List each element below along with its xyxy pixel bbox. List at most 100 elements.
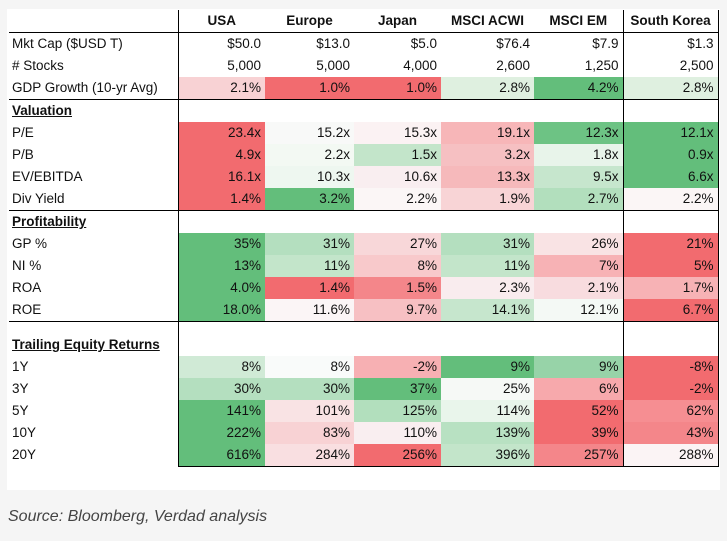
value-cell: 2,600 bbox=[441, 55, 534, 77]
value-cell: $1.3 bbox=[622, 32, 719, 55]
column-header: MSCI EM bbox=[534, 10, 623, 33]
equity-comparison-table: USA Europe Japan MSCI ACWI MSCI EM South Kore… bbox=[9, 10, 719, 467]
value-cell: 8% bbox=[354, 255, 441, 277]
value-cell: 6% bbox=[534, 378, 623, 400]
empty-cell bbox=[265, 99, 354, 122]
row-label: P/E bbox=[12, 125, 34, 140]
value-cell: 4,000 bbox=[354, 55, 441, 77]
source-note: Source: Bloomberg, Verdad analysis bbox=[8, 508, 268, 525]
value-cell: 396% bbox=[441, 444, 534, 467]
value-cell: 35% bbox=[177, 233, 265, 255]
value-cell: 1.5% bbox=[354, 277, 441, 299]
value-cell: 15.2x bbox=[265, 122, 354, 144]
table-row: 20Y 616% 284% 256% 396% 257% 288% bbox=[9, 444, 719, 467]
value-cell: 8% bbox=[265, 356, 354, 378]
empty-cell bbox=[354, 334, 441, 356]
empty-cell bbox=[265, 321, 354, 334]
table-row: P/E 23.4x 15.2x 15.3x 19.1x 12.3x 12.1x bbox=[9, 122, 719, 144]
value-cell: 7% bbox=[534, 255, 623, 277]
value-cell: 2.3% bbox=[441, 277, 534, 299]
empty-cell bbox=[354, 321, 441, 334]
row-label: 3Y bbox=[12, 381, 29, 396]
value-cell: 26% bbox=[534, 233, 623, 255]
empty-cell bbox=[534, 334, 623, 356]
value-cell: 1.7% bbox=[622, 277, 719, 299]
value-cell: 616% bbox=[177, 444, 265, 467]
section-title: Valuation bbox=[9, 99, 178, 122]
value-cell: 39% bbox=[534, 422, 623, 444]
value-cell: 101% bbox=[265, 400, 354, 422]
row-label: 20Y bbox=[12, 447, 37, 463]
value-cell: 12.3x bbox=[534, 122, 623, 144]
value-cell: -2% bbox=[354, 356, 441, 378]
empty-cell bbox=[622, 334, 719, 356]
value-cell: 11% bbox=[441, 255, 534, 277]
header-blank bbox=[9, 10, 178, 33]
value-cell: 10.3x bbox=[265, 166, 354, 188]
empty-cell bbox=[177, 210, 265, 233]
empty-cell bbox=[534, 99, 623, 122]
empty-cell bbox=[177, 99, 265, 122]
value-cell: 5,000 bbox=[265, 55, 354, 77]
section-title: Trailing Equity Returns bbox=[12, 337, 160, 352]
row-label: Mkt Cap ($USD T) bbox=[12, 36, 123, 51]
row-label: ROA bbox=[12, 280, 42, 295]
value-cell: 9% bbox=[441, 356, 534, 378]
table-row: ROA 4.0% 1.4% 1.5% 2.3% 2.1% 1.7% bbox=[9, 277, 719, 299]
value-cell: 141% bbox=[177, 400, 265, 422]
value-cell: 11.6% bbox=[265, 299, 354, 322]
value-cell: 2.1% bbox=[534, 277, 623, 299]
column-header: South Korea bbox=[622, 10, 719, 33]
value-cell: 222% bbox=[177, 422, 265, 444]
value-cell: 21% bbox=[622, 233, 719, 255]
table-row: GDP Growth (10-yr Avg) 2.1% 1.0% 1.0% 2.8% 4.… bbox=[9, 77, 719, 100]
value-cell: 13% bbox=[177, 255, 265, 277]
row-label: GDP Growth (10-yr Avg) bbox=[12, 80, 158, 95]
value-cell: 52% bbox=[534, 400, 623, 422]
value-cell: 2.2% bbox=[622, 188, 719, 211]
value-cell: 25% bbox=[441, 378, 534, 400]
section-header-row: Profitability bbox=[9, 210, 719, 233]
value-cell: 2.2x bbox=[265, 144, 354, 166]
table-row: Div Yield 1.4% 3.2% 2.2% 1.9% 2.7% 2.2% bbox=[9, 188, 719, 211]
value-cell: 12.1% bbox=[534, 299, 623, 322]
value-cell: 288% bbox=[622, 444, 719, 467]
value-cell: 257% bbox=[534, 444, 623, 467]
table-row: GP % 35% 31% 27% 31% 26% 21% bbox=[9, 233, 719, 255]
value-cell: 3.2% bbox=[265, 188, 354, 211]
value-cell: 18.0% bbox=[177, 299, 265, 322]
empty-cell bbox=[441, 99, 534, 122]
value-cell: 43% bbox=[622, 422, 719, 444]
value-cell: 2.2% bbox=[354, 188, 441, 211]
value-cell: 1.5x bbox=[354, 144, 441, 166]
empty-cell bbox=[9, 321, 178, 334]
value-cell: 37% bbox=[354, 378, 441, 400]
empty-cell bbox=[177, 334, 265, 356]
section-header-row: Valuation bbox=[9, 99, 719, 122]
empty-cell bbox=[441, 210, 534, 233]
value-cell: 1.4% bbox=[265, 277, 354, 299]
value-cell: 4.0% bbox=[177, 277, 265, 299]
value-cell: 5,000 bbox=[177, 55, 265, 77]
value-cell: 30% bbox=[177, 378, 265, 400]
table-row: EV/EBITDA 16.1x 10.3x 10.6x 13.3x 9.5x 6.6x bbox=[9, 166, 719, 188]
table-row: 10Y 222% 83% 110% 139% 39% 43% bbox=[9, 422, 719, 444]
row-label: 1Y bbox=[12, 359, 29, 374]
table-row: Mkt Cap ($USD T) $50.0 $13.0 $5.0 $76.4 $7.9 $… bbox=[9, 32, 719, 55]
value-cell: 10.6x bbox=[354, 166, 441, 188]
row-label: 10Y bbox=[12, 425, 37, 440]
row-label: NI % bbox=[12, 258, 42, 273]
data-table-card: USA Europe Japan MSCI ACWI MSCI EM South Kore… bbox=[7, 9, 720, 490]
empty-cell bbox=[177, 321, 265, 334]
value-cell: 31% bbox=[441, 233, 534, 255]
value-cell: 19.1x bbox=[441, 122, 534, 144]
empty-cell bbox=[441, 334, 534, 356]
value-cell: 14.1% bbox=[441, 299, 534, 322]
empty-cell bbox=[622, 99, 719, 122]
row-label: EV/EBITDA bbox=[12, 169, 83, 184]
row-label: Div Yield bbox=[12, 191, 65, 206]
empty-cell bbox=[534, 210, 623, 233]
row-label: GP % bbox=[12, 236, 48, 251]
value-cell: 2.1% bbox=[177, 77, 265, 100]
row-label: # Stocks bbox=[12, 58, 64, 73]
